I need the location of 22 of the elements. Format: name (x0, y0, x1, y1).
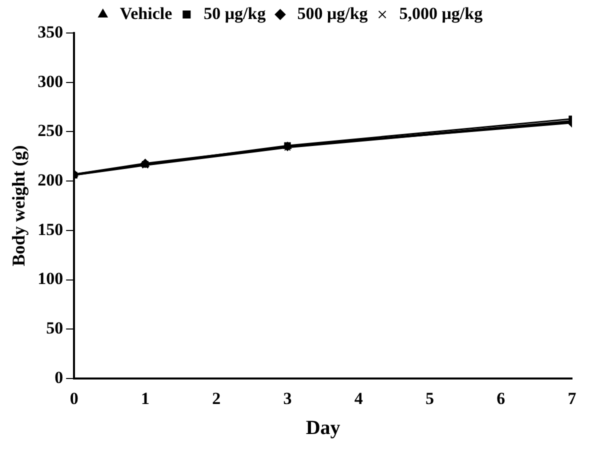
y-tick-label: 350 (38, 22, 64, 42)
y-tick-label: 50 (46, 318, 64, 338)
y-tick-label: 200 (38, 170, 64, 190)
x-tick-label: 4 (354, 389, 364, 408)
y-axis-title: Body weight (g) (8, 145, 28, 266)
x-axis-title: Day (306, 417, 340, 440)
x-tick-label: 1 (140, 389, 150, 408)
legend-label: 50 μg/kg (204, 4, 266, 23)
legend-label: 500 μg/kg (297, 4, 368, 23)
x-tick-label: 5 (425, 389, 434, 408)
x-tick-label: 6 (496, 389, 506, 408)
y-tick-label: 300 (38, 72, 64, 91)
x-tick-label: 0 (70, 389, 78, 408)
x-tick-label: 2 (212, 389, 221, 408)
legend-label: Vehicle (120, 4, 173, 23)
y-tick-label: 150 (38, 220, 64, 239)
x-tick-label: 3 (283, 389, 292, 408)
legend-label: 5,000 μg/kg (399, 4, 484, 23)
y-tick-label: 0 (54, 368, 64, 387)
x-tick-label: 7 (568, 389, 577, 408)
y-tick-label: 250 (38, 121, 64, 140)
y-tick-label: 100 (38, 269, 64, 288)
